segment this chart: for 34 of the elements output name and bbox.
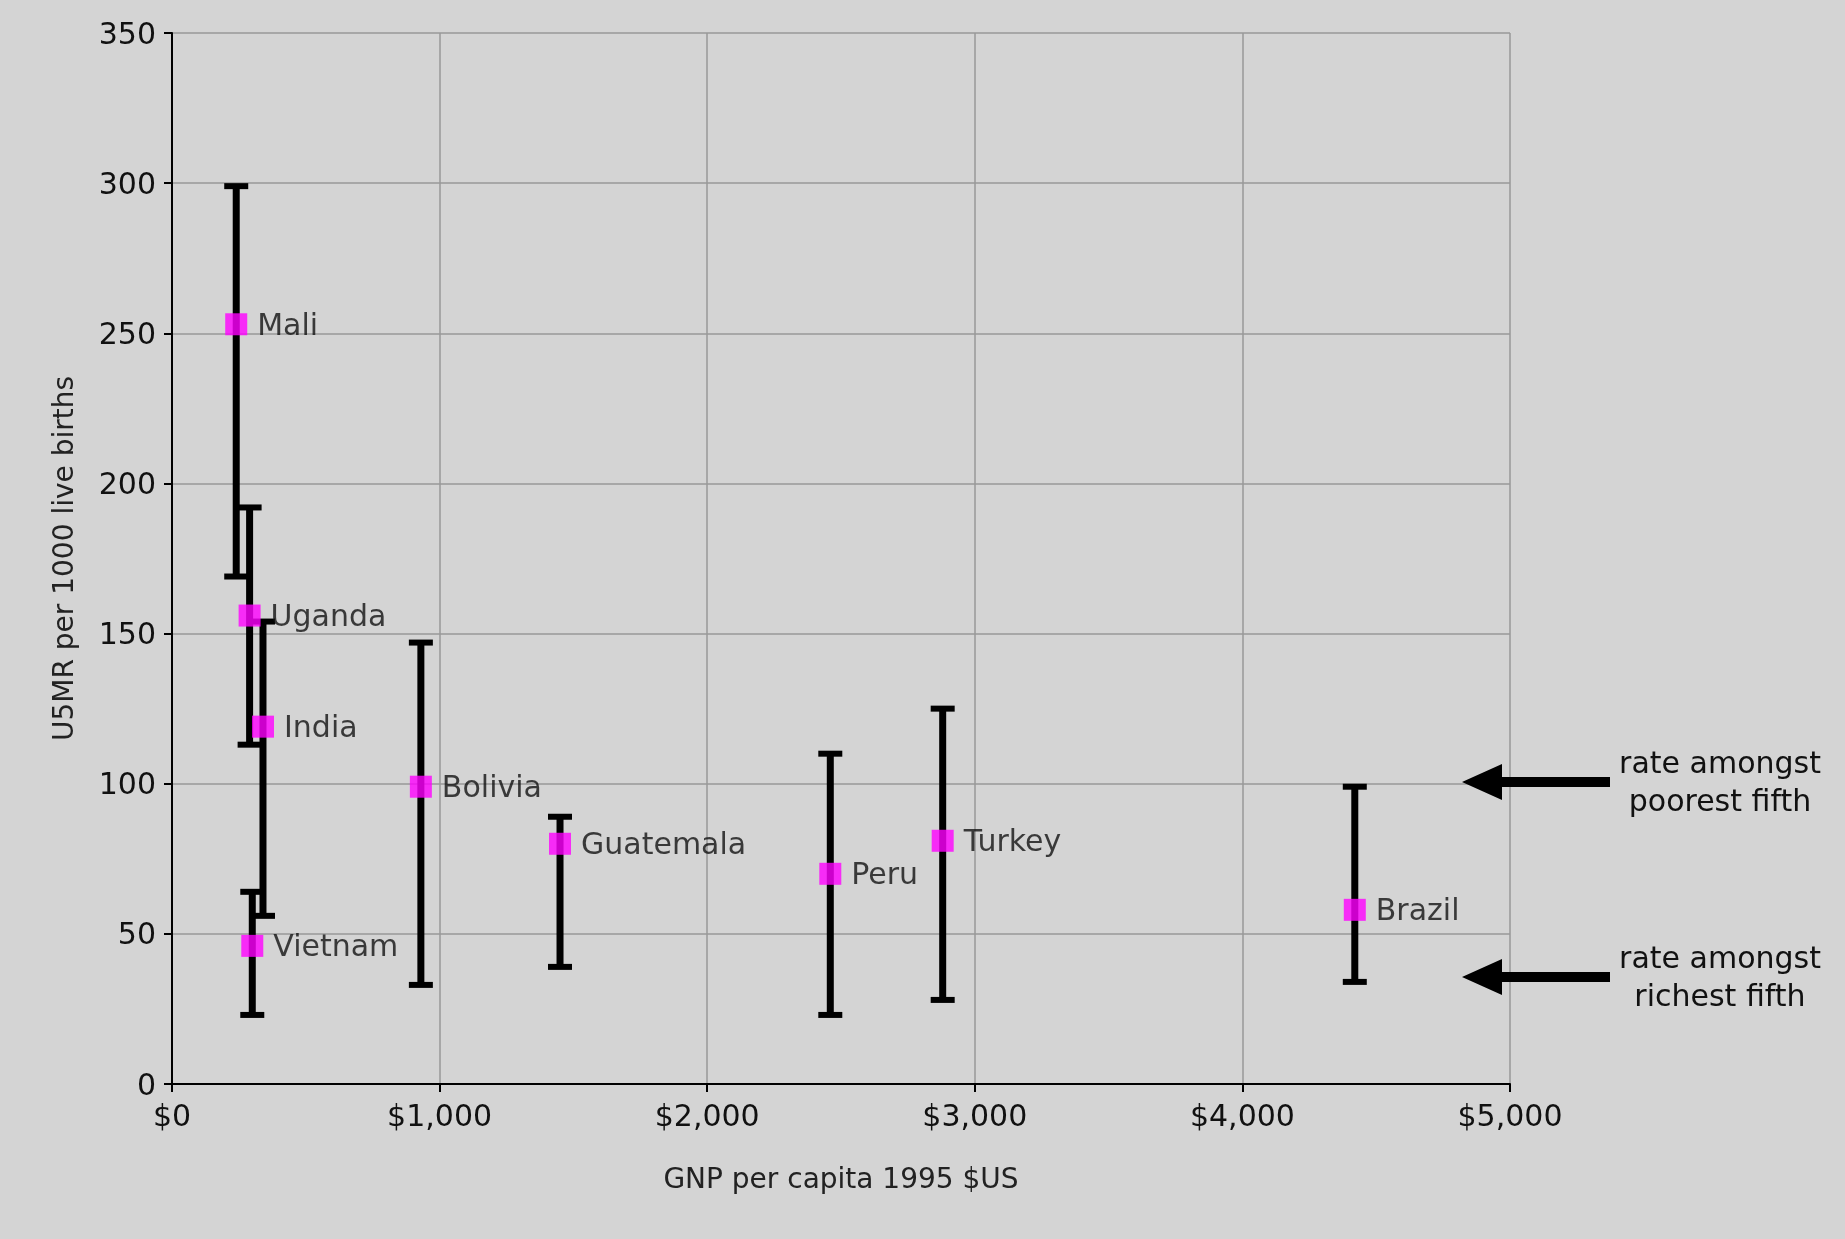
x-tick-label: $1,000 xyxy=(387,1097,493,1133)
y-tick-label: 200 xyxy=(98,465,156,501)
y-tick-label: 350 xyxy=(98,15,156,51)
series-label: Mali xyxy=(257,306,319,342)
series-label: Vietnam xyxy=(273,928,399,964)
y-tick-label: 50 xyxy=(117,916,156,952)
x-tick-label: $3,000 xyxy=(922,1097,1028,1133)
x-axis-title: GNP per capita 1995 $US xyxy=(663,1161,1019,1195)
series-label: Brazil xyxy=(1375,892,1460,928)
point xyxy=(225,313,248,336)
point xyxy=(549,832,572,855)
y-tick-label: 150 xyxy=(98,616,156,652)
point xyxy=(819,862,842,885)
series-label: Guatemala xyxy=(581,826,747,862)
series-label: Bolivia xyxy=(441,769,542,805)
text: rate amongst poorest fifth xyxy=(1618,744,1822,820)
point xyxy=(931,829,954,852)
series-label: India xyxy=(283,709,358,745)
series-label: Uganda xyxy=(270,598,387,634)
y-tick-label: 100 xyxy=(98,766,156,802)
x-tick-label: $5,000 xyxy=(1457,1097,1563,1133)
y-axis-title: U5MR per 1000 live births xyxy=(46,375,80,742)
point xyxy=(241,934,264,957)
text: rate amongst richest fifth xyxy=(1618,939,1822,1015)
series-label: Turkey xyxy=(962,823,1062,859)
y-tick-label: 300 xyxy=(98,165,156,201)
point xyxy=(409,775,432,798)
point xyxy=(1343,898,1366,921)
x-tick-label: $2,000 xyxy=(654,1097,760,1133)
x-tick-label: $4,000 xyxy=(1189,1097,1295,1133)
series-label: Peru xyxy=(851,856,919,892)
y-tick-label: 250 xyxy=(98,315,156,351)
point xyxy=(238,604,261,627)
point xyxy=(251,715,274,738)
